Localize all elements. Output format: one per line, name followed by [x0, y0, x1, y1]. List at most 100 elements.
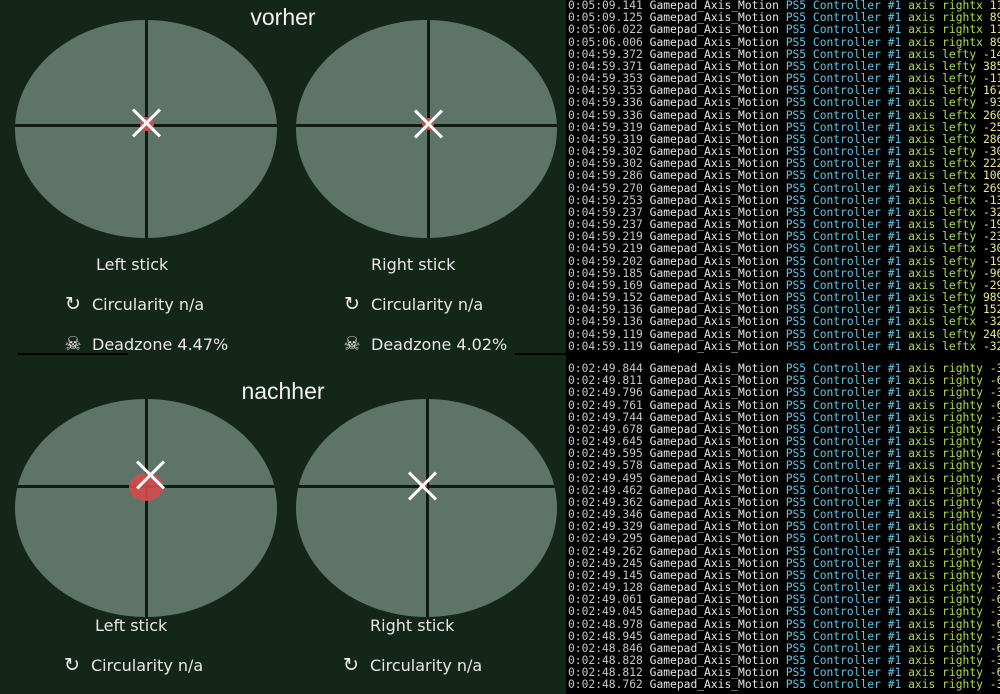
log-timestamp: 0:04:59.270: [568, 181, 643, 195]
log-row: 0:02:49.346 Gamepad_Axis_Motion PS5 Cont…: [568, 508, 1000, 522]
right-stick-label: Right stick: [371, 255, 456, 274]
log-value: -385: [989, 508, 1000, 522]
section-nachher: nachher Left stick Right stick ↻ Circular…: [0, 361, 566, 694]
log-timestamp: 0:04:59.202: [568, 254, 643, 268]
log-device: PS5 Controller #1: [785, 495, 902, 509]
log-value: -19917: [982, 218, 1000, 232]
log-timestamp: 0:04:59.169: [568, 278, 643, 292]
section-vorher: vorher Left stick Right stick ↻ Circulari…: [0, 0, 566, 361]
log-row: 0:04:59.185 Gamepad_Axis_Motion PS5 Cont…: [568, 266, 1000, 280]
log-event-type: Gamepad_Axis_Motion: [649, 520, 779, 534]
log-value: 24029: [982, 327, 1000, 341]
log-device: PS5 Controller #1: [785, 593, 902, 607]
log-device: PS5 Controller #1: [785, 654, 902, 668]
log-value: -642: [989, 544, 1000, 558]
log-event-type: Gamepad_Axis_Motion: [649, 35, 779, 49]
log-axis: axis righty: [908, 593, 983, 607]
log-event-type: Gamepad_Axis_Motion: [649, 169, 779, 183]
log-event-type: Gamepad_Axis_Motion: [649, 23, 779, 37]
log-device: PS5 Controller #1: [785, 96, 902, 110]
log-device: PS5 Controller #1: [785, 422, 902, 436]
log-event-type: Gamepad_Axis_Motion: [649, 654, 779, 668]
log-device: PS5 Controller #1: [785, 339, 902, 353]
log-device: PS5 Controller #1: [785, 678, 902, 692]
log-axis: axis righty: [908, 678, 983, 692]
log-event-type: Gamepad_Axis_Motion: [649, 59, 779, 73]
log-event-type: Gamepad_Axis_Motion: [649, 218, 779, 232]
log-event-type: Gamepad_Axis_Motion: [649, 205, 779, 219]
center-cross-icon: [408, 471, 438, 501]
log-value: -2955: [982, 278, 1000, 292]
log-timestamp: 0:04:59.302: [568, 145, 643, 159]
log-row: 0:04:59.270 Gamepad_Axis_Motion PS5 Cont…: [568, 181, 1000, 195]
skull-crossbones-icon: ☠: [343, 333, 361, 355]
log-timestamp: 0:02:49.245: [568, 556, 643, 570]
log-axis: axis lefty: [908, 96, 977, 110]
log-axis: axis leftx: [908, 169, 977, 183]
log-timestamp: 0:02:49.329: [568, 520, 643, 534]
log-axis: axis righty: [908, 581, 983, 595]
log-value: -642: [989, 568, 1000, 582]
log-event-type: Gamepad_Axis_Motion: [649, 544, 779, 558]
log-device: PS5 Controller #1: [785, 398, 902, 412]
log-event-type: Gamepad_Axis_Motion: [649, 568, 779, 582]
log-value: 10665: [982, 169, 1000, 183]
log-axis: axis leftx: [908, 157, 977, 171]
log-axis: axis leftx: [908, 132, 977, 146]
log-row: 0:02:49.045 Gamepad_Axis_Motion PS5 Cont…: [568, 606, 1000, 618]
log-row: 0:04:59.319 Gamepad_Axis_Motion PS5 Cont…: [568, 121, 1000, 134]
log-value: -385: [989, 629, 1000, 643]
log-axis: axis leftx: [908, 193, 977, 207]
log-event-type: Gamepad_Axis_Motion: [649, 629, 779, 643]
event-log-bottom: 0:02:49.844 Gamepad_Axis_Motion PS5 Cont…: [568, 362, 1000, 692]
log-axis: axis rightx: [908, 11, 983, 25]
log-row: 0:02:48.846 Gamepad_Axis_Motion PS5 Cont…: [568, 641, 1000, 655]
log-value: -9637: [982, 266, 1000, 280]
log-event-type: Gamepad_Axis_Motion: [649, 145, 779, 159]
log-axis: axis rightx: [908, 23, 983, 37]
log-timestamp: 0:04:59.253: [568, 193, 643, 207]
log-axis: axis leftx: [908, 339, 977, 353]
log-event-type: Gamepad_Axis_Motion: [649, 422, 779, 436]
log-device: PS5 Controller #1: [785, 327, 902, 341]
log-event-type: Gamepad_Axis_Motion: [649, 495, 779, 509]
log-device: PS5 Controller #1: [785, 544, 902, 558]
log-row: 0:02:49.495 Gamepad_Axis_Motion PS5 Cont…: [568, 471, 1000, 485]
log-row: 0:02:48.978 Gamepad_Axis_Motion PS5 Cont…: [568, 617, 1000, 631]
log-value: -642: [989, 471, 1000, 485]
log-axis: axis lefty: [908, 266, 977, 280]
log-row: 0:04:59.319 Gamepad_Axis_Motion PS5 Cont…: [568, 132, 1000, 146]
log-event-type: Gamepad_Axis_Motion: [649, 605, 779, 619]
log-timestamp: 0:05:06.006: [568, 35, 643, 49]
log-value: -385: [989, 556, 1000, 570]
log-timestamp: 0:04:59.237: [568, 205, 643, 219]
log-event-type: Gamepad_Axis_Motion: [649, 96, 779, 110]
rotate-clockwise-icon: ↻: [343, 654, 359, 676]
log-event-type: Gamepad_Axis_Motion: [649, 398, 779, 412]
log-device: PS5 Controller #1: [785, 568, 902, 582]
log-value: -32767: [982, 315, 1000, 329]
log-device: PS5 Controller #1: [785, 471, 902, 485]
log-timestamp: 0:04:59.319: [568, 132, 643, 146]
log-timestamp: 0:02:48.846: [568, 641, 643, 655]
log-event-type: Gamepad_Axis_Motion: [649, 291, 779, 305]
log-event-type: Gamepad_Axis_Motion: [649, 303, 779, 317]
log-value: -642: [989, 617, 1000, 631]
log-device: PS5 Controller #1: [785, 23, 902, 37]
log-timestamp: 0:04:59.353: [568, 84, 643, 98]
log-axis: axis lefty: [908, 230, 977, 244]
deadzone-text: Deadzone 4.47%: [92, 335, 229, 354]
log-timestamp: 0:02:49.844: [568, 362, 643, 375]
log-event-type: Gamepad_Axis_Motion: [649, 278, 779, 292]
log-row: 0:04:59.219 Gamepad_Axis_Motion PS5 Cont…: [568, 243, 1000, 255]
log-value: -642: [989, 593, 1000, 607]
log-timestamp: 0:04:59.136: [568, 315, 643, 329]
log-axis: axis righty: [908, 617, 983, 631]
log-event-type: Gamepad_Axis_Motion: [649, 230, 779, 244]
circularity-text: Circularity n/a: [371, 295, 484, 314]
event-log-top: 0:05:09.141 Gamepad_Axis_Motion PS5 Cont…: [568, 0, 1000, 353]
log-device: PS5 Controller #1: [785, 145, 902, 159]
log-event-type: Gamepad_Axis_Motion: [649, 72, 779, 86]
log-timestamp: 0:05:06.022: [568, 23, 643, 37]
log-timestamp: 0:02:49.761: [568, 398, 643, 412]
